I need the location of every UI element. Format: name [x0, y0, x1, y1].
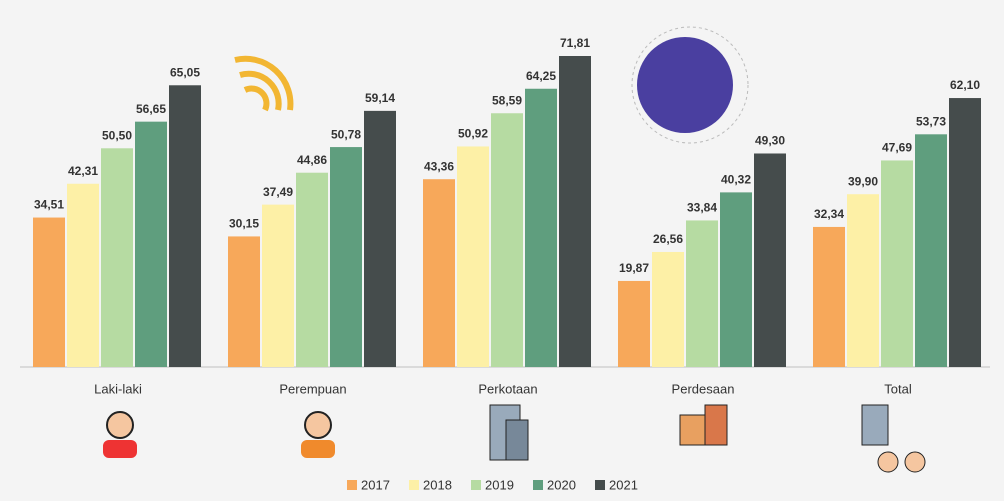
value-label: 50,50 — [102, 128, 132, 142]
legend-swatch — [347, 480, 357, 490]
value-label: 56,65 — [136, 102, 166, 116]
bar — [364, 111, 396, 367]
category-label: Perempuan — [279, 381, 346, 396]
legend-swatch — [595, 480, 605, 490]
value-label: 42,31 — [68, 164, 98, 178]
value-label: 40,32 — [721, 173, 751, 187]
value-label: 39,90 — [848, 174, 878, 188]
value-label: 71,81 — [560, 36, 590, 50]
category-label: Laki-laki — [94, 381, 142, 396]
value-label: 44,86 — [297, 153, 327, 167]
bar — [847, 194, 879, 367]
bar — [296, 173, 328, 367]
bar — [169, 85, 201, 367]
bar — [67, 184, 99, 367]
category-label: Perkotaan — [478, 381, 537, 396]
bar — [618, 281, 650, 367]
value-label: 50,78 — [331, 127, 361, 141]
value-label: 43,36 — [424, 159, 454, 173]
value-label: 32,34 — [814, 207, 844, 221]
legend-swatch — [471, 480, 481, 490]
value-label: 34,51 — [34, 198, 64, 212]
legend-swatch — [533, 480, 543, 490]
bar — [915, 134, 947, 367]
value-label: 30,15 — [229, 217, 259, 231]
bar — [720, 192, 752, 367]
bar — [33, 218, 65, 367]
bar — [457, 146, 489, 367]
bar — [881, 160, 913, 367]
value-label: 58,59 — [492, 93, 522, 107]
value-label: 64,25 — [526, 69, 556, 83]
value-label: 49,30 — [755, 134, 785, 148]
value-label: 50,92 — [458, 127, 488, 141]
value-label: 65,05 — [170, 65, 200, 79]
bar — [754, 153, 786, 367]
value-label: 26,56 — [653, 232, 683, 246]
bar — [135, 122, 167, 367]
value-label: 47,69 — [882, 141, 912, 155]
bar — [262, 205, 294, 367]
value-label: 19,87 — [619, 261, 649, 275]
value-label: 62,10 — [950, 78, 980, 92]
legend-label: 2018 — [423, 477, 452, 492]
bar — [101, 148, 133, 367]
bar — [686, 220, 718, 367]
legend-label: 2017 — [361, 477, 390, 492]
legend-label: 2020 — [547, 477, 576, 492]
bar — [525, 89, 557, 367]
category-label: Perdesaan — [672, 381, 735, 396]
bar — [491, 113, 523, 367]
chart: Laki-laki 34,51 42,31 50,50 56,65 65,05 Peremp… — [0, 0, 1004, 501]
legend-swatch — [409, 480, 419, 490]
bar — [559, 56, 591, 367]
value-label: 37,49 — [263, 185, 293, 199]
value-label: 53,73 — [916, 114, 946, 128]
bar — [423, 179, 455, 367]
bar — [330, 147, 362, 367]
bar — [228, 236, 260, 367]
legend-label: 2021 — [609, 477, 638, 492]
bar — [949, 98, 981, 367]
bar — [813, 227, 845, 367]
value-label: 33,84 — [687, 201, 717, 215]
value-label: 59,14 — [365, 91, 395, 105]
legend-label: 2019 — [485, 477, 514, 492]
category-label: Total — [884, 381, 912, 396]
bar — [652, 252, 684, 367]
page: Laki-laki 34,51 42,31 50,50 56,65 65,05 Peremp… — [0, 0, 1004, 501]
